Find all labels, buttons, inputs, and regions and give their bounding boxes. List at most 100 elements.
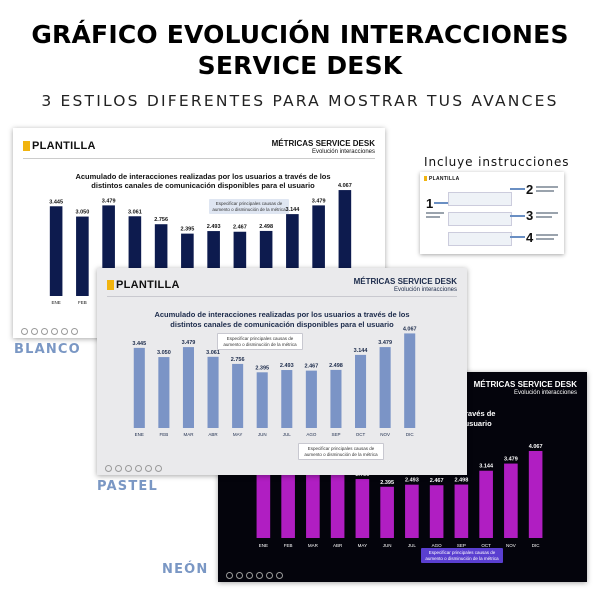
bar: [528, 450, 543, 538]
header-divider: [23, 158, 375, 159]
bar: [49, 206, 63, 296]
tick-label: OCT: [356, 432, 366, 437]
tick-label: JUN: [258, 432, 267, 437]
pastel-note-box-2: Especificar principales causas de aumento…: [298, 443, 384, 460]
style-label-pastel: PASTEL: [97, 479, 158, 494]
data-label: 2.395: [380, 480, 394, 486]
tick-label: NOV: [380, 432, 390, 437]
page-title-line1: GRÁFICO EVOLUCIÓN INTERACCIONES: [31, 20, 569, 49]
pastel-chart-title: Acumulado de interacciones realizadas po…: [154, 310, 410, 329]
pastel-note-box-1: Especificar principales causas de aumento…: [217, 333, 303, 350]
page-title-line2: SERVICE DESK: [197, 51, 403, 80]
neon-slide-toolbar[interactable]: [226, 572, 283, 579]
data-label: 4.067: [403, 326, 417, 332]
bar: [256, 464, 271, 538]
bar: [256, 372, 268, 428]
bar: [158, 357, 170, 428]
tick-label: ENE: [135, 432, 144, 437]
pastel-logo: PLANTILLA: [107, 279, 180, 291]
tick-label: JUL: [283, 432, 291, 437]
data-label: 2.756: [355, 472, 369, 478]
bar: [454, 484, 469, 538]
thumb-mini-chart-2: [448, 212, 512, 226]
tick-label: OCT: [481, 543, 491, 548]
data-label: 2.756: [231, 357, 245, 363]
bar: [133, 347, 145, 428]
pastel-header-divider: [107, 296, 457, 297]
thumb-mini-chart-3: [448, 232, 512, 246]
step-1: 1: [426, 196, 434, 211]
bar: [305, 370, 317, 428]
bar: [405, 484, 419, 538]
bar: [355, 354, 367, 428]
data-label: 3.061: [128, 209, 142, 215]
bar: [379, 347, 391, 428]
logo-icon: [23, 141, 30, 152]
data-label: 2.493: [207, 224, 221, 230]
neon-note-box: Especificar principales causas de aumento…: [421, 548, 503, 563]
instructions-label: Incluye instrucciones: [424, 155, 570, 169]
bar: [232, 363, 244, 428]
tick-label: MAR: [308, 543, 319, 548]
tick-label: FEB: [78, 300, 87, 305]
thumb-mini-chart-1: [448, 192, 512, 206]
tick-label: NOV: [506, 543, 516, 548]
tick-label: FEB: [284, 543, 293, 548]
data-label: 3.050: [75, 210, 89, 216]
data-label: 2.493: [405, 478, 419, 484]
data-label: 3.445: [49, 199, 63, 205]
pastel-logo-icon: [107, 280, 114, 291]
data-label: 2.756: [154, 217, 168, 223]
bar: [207, 356, 219, 428]
bar: [355, 479, 370, 538]
data-label: 4.067: [338, 183, 352, 189]
bar: [429, 485, 444, 538]
data-label: 3.479: [182, 340, 196, 346]
neon-metrics-header: MÉTRICAS SERVICE DESK Evolución interacc…: [473, 380, 577, 396]
style-label-neon: NEÓN: [162, 562, 209, 577]
bar: [504, 463, 518, 538]
page-subtitle: 3 ESTILOS DIFERENTES PARA MOSTRAR TUS AV…: [41, 92, 559, 110]
tick-label: DIC: [532, 543, 541, 548]
data-label: 2.498: [259, 224, 273, 230]
instructions-thumbnail[interactable]: PLANTILLA 1 2 3 4: [420, 172, 564, 254]
metrics-subtitle: Evolución interacciones: [311, 149, 375, 155]
tick-label: MAR: [183, 432, 194, 437]
data-label: 3.445: [132, 341, 146, 347]
bar: [281, 472, 295, 538]
tick-label: FEB: [159, 432, 168, 437]
bar-chart-pastel: 3.445 ENE 3.050 FEB 3.479 MAR 3.061 ABR 2.756 MAY…: [132, 326, 417, 437]
step-3: 3: [526, 208, 534, 223]
tick-label: JUN: [383, 543, 392, 548]
tick-label: SEP: [331, 432, 340, 437]
metrics-header: MÉTRICAS SERVICE DESK Evolución interacc…: [272, 139, 375, 155]
tick-label: JUL: [408, 543, 416, 548]
tick-label: MAY: [233, 432, 242, 437]
data-label: 3.144: [479, 464, 494, 470]
bar: [330, 472, 345, 538]
data-label: 2.498: [329, 363, 343, 369]
data-label: 2.467: [304, 364, 318, 370]
pastel-metrics-header: MÉTRICAS SERVICE DESK Evolución interacc…: [353, 277, 457, 293]
bar: [479, 470, 493, 538]
data-label: 3.479: [504, 457, 518, 463]
data-label: 4.067: [529, 444, 543, 450]
tick-label: AGO: [306, 432, 317, 437]
bar: [306, 463, 320, 538]
data-label: 3.479: [378, 340, 392, 346]
data-label: 2.467: [233, 225, 247, 231]
pastel-slide-toolbar[interactable]: [105, 465, 162, 472]
tick-label: DIC: [406, 432, 415, 437]
tick-label: AGO: [432, 543, 443, 548]
tick-label: MAY: [358, 543, 367, 548]
logo: PLANTILLA: [23, 140, 96, 152]
chart-title: Acumulado de interacciones realizadas po…: [75, 172, 331, 190]
step-4: 4: [526, 230, 534, 245]
neon-chart-title: s a través de a el usuario: [450, 409, 496, 428]
tick-label: ENE: [259, 543, 268, 548]
tick-label: ABR: [208, 432, 218, 437]
slide-toolbar[interactable]: [21, 328, 78, 335]
thumb-logo: PLANTILLA: [424, 176, 459, 182]
bar: [380, 486, 394, 538]
data-label: 3.144: [285, 207, 300, 213]
